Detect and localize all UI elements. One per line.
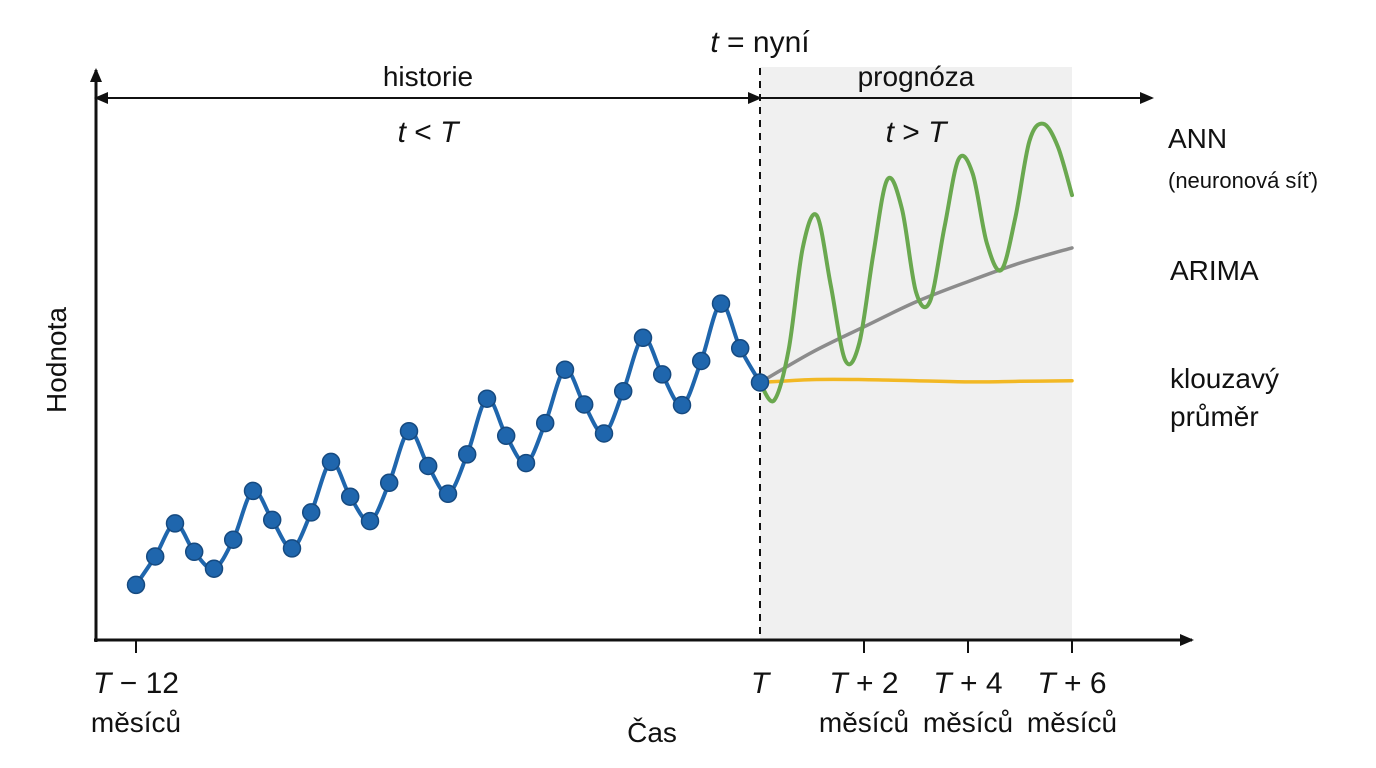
now-label: t = nyní	[710, 26, 810, 59]
history-point	[516, 453, 536, 473]
legend-label: ARIMA	[1170, 255, 1259, 286]
history-point	[496, 426, 516, 446]
x-tick-sublabel: měsíců	[1027, 707, 1117, 738]
history-point	[652, 365, 672, 384]
forecast-region-label: prognóza	[858, 61, 975, 92]
forecast-condition-label: t > T	[886, 116, 950, 149]
history-point	[438, 484, 458, 504]
x-tick-sublabel: měsíců	[923, 707, 1013, 738]
history-point	[145, 547, 165, 566]
x-tick-label: T	[751, 667, 772, 700]
x-tick-label: T + 2	[829, 667, 898, 700]
history-point	[243, 481, 263, 501]
history-point	[711, 294, 731, 313]
history-point	[633, 328, 653, 348]
history-point	[594, 424, 614, 443]
history-point	[730, 339, 750, 358]
history-point	[555, 360, 575, 379]
x-tick-sublabel: měsíců	[91, 707, 181, 738]
history-point	[126, 575, 146, 595]
series-line-klouzav-	[758, 377, 1074, 385]
x-tick-label: T + 4	[933, 667, 1002, 700]
history-point	[535, 413, 555, 433]
history-point	[282, 539, 302, 558]
history-point	[672, 395, 692, 415]
legend-sublabel: průměr	[1170, 401, 1259, 432]
history-point	[184, 542, 204, 562]
series-legend: ANN (neuronová síť) ARIMA klouzavý průměr	[1168, 123, 1318, 432]
series-line-ann	[758, 121, 1074, 404]
history-region-label: historie	[383, 61, 473, 92]
history-point	[360, 511, 380, 531]
history-condition-label: t < T	[398, 116, 462, 149]
x-tick-label: T − 12	[93, 667, 179, 700]
history-point	[613, 381, 633, 401]
history-point	[750, 373, 770, 392]
history-point	[418, 456, 438, 476]
y-axis-label: Hodnota	[41, 307, 72, 413]
legend-label: klouzavý	[1170, 363, 1279, 394]
legend-sublabel: (neuronová síť)	[1168, 168, 1318, 193]
x-axis-label: Čas	[627, 717, 677, 748]
history-series-group	[126, 294, 770, 595]
history-point	[379, 473, 399, 493]
history-point	[340, 487, 360, 506]
history-point	[165, 514, 185, 533]
forecast-series-group	[758, 121, 1074, 404]
series-line-arima	[758, 246, 1074, 385]
history-point	[321, 452, 341, 472]
x-tick-label: T + 6	[1037, 667, 1106, 700]
history-point	[223, 530, 243, 549]
history-point	[301, 503, 321, 522]
history-point	[457, 445, 477, 464]
legend-label: ANN	[1168, 123, 1227, 154]
history-point	[691, 351, 711, 371]
history-point	[204, 559, 224, 578]
history-point	[574, 395, 594, 414]
history-point	[399, 421, 419, 441]
history-point	[262, 510, 282, 530]
history-point	[477, 389, 497, 408]
x-tick-group: T − 12 měsíců T T + 2 měsíců T + 4 měsíců T + 6…	[91, 640, 1117, 738]
x-tick-sublabel: měsíců	[819, 707, 909, 738]
